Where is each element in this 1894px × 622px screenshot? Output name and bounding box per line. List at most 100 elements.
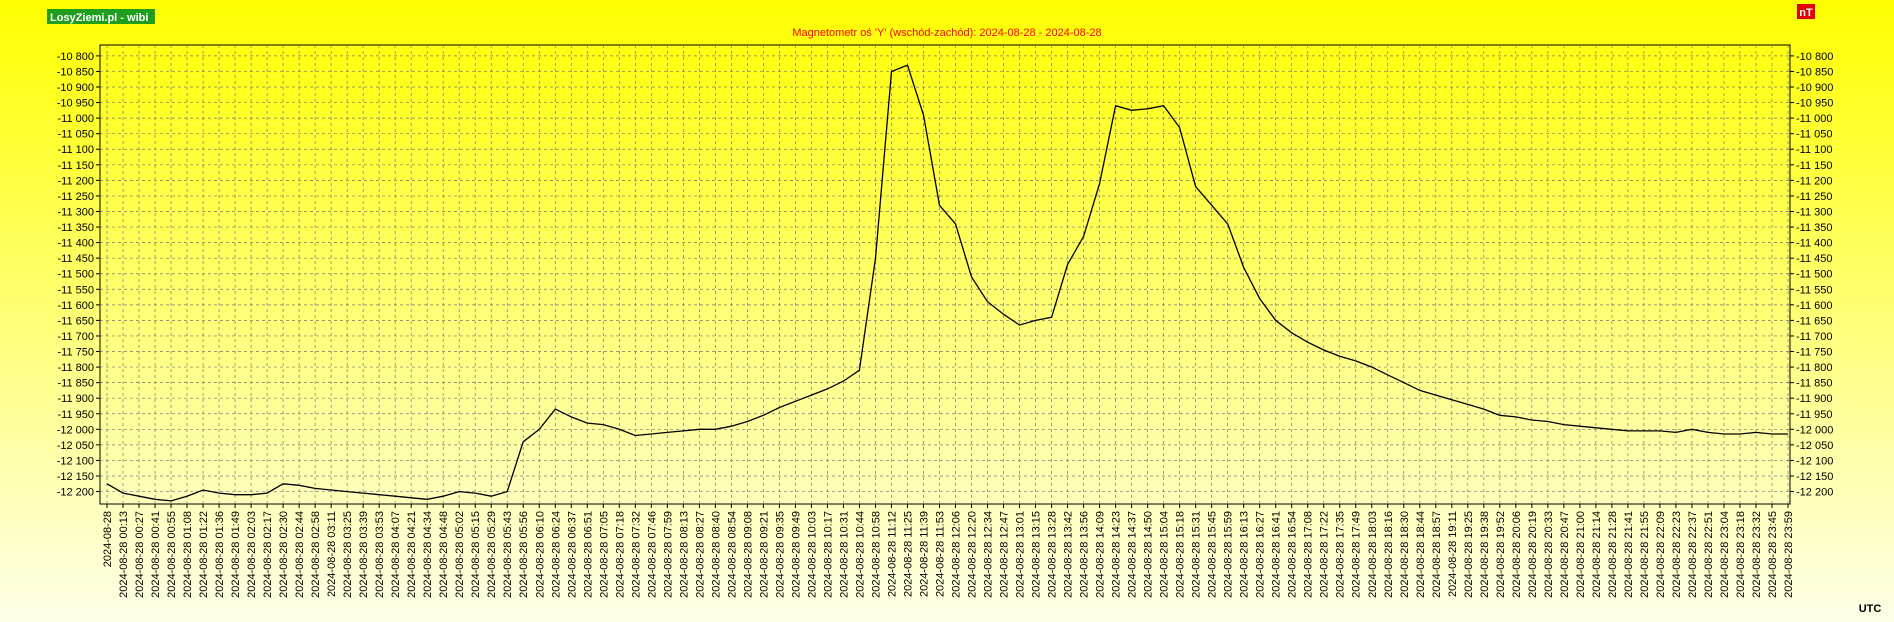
x-tick-label: 2024-08-28 12:47 xyxy=(999,511,1011,598)
x-tick-label: 2024-08-28 xyxy=(102,511,114,567)
y-tick-label: -10 900 xyxy=(57,82,94,94)
y-tick-label: -11 600 xyxy=(58,300,95,312)
x-tick-label: 2024-08-28 01:22 xyxy=(198,511,210,598)
brand: LosyZiemi.pl - wibi xyxy=(50,12,148,24)
x-tick-label: 2024-08-28 04:07 xyxy=(390,511,402,598)
x-tick-label: 2024-08-28 02:44 xyxy=(294,511,306,598)
x-tick-label: 2024-08-28 19:38 xyxy=(1479,511,1491,598)
x-tick-label: 2024-08-28 00:55 xyxy=(166,511,178,598)
x-tick-label: 2024-08-28 11:53 xyxy=(934,511,946,597)
x-tick-label: 2024-08-28 09:35 xyxy=(774,511,786,598)
x-tick-label: 2024-08-28 16:27 xyxy=(1255,511,1267,598)
x-tick-label: 2024-08-28 21:55 xyxy=(1639,511,1651,598)
x-tick-label: 2024-08-28 20:47 xyxy=(1559,511,1571,598)
y2-tick-label: -11 100 xyxy=(1796,144,1833,156)
x-tick-label: 2024-08-28 15:31 xyxy=(1191,511,1203,598)
y-tick-label: -11 100 xyxy=(58,144,95,156)
x-tick-label: 2024-08-28 07:59 xyxy=(662,511,674,598)
x-tick-label: 2024-08-28 23:04 xyxy=(1719,511,1731,598)
y-tick-label: -12 150 xyxy=(57,471,94,483)
y-tick-label: -11 300 xyxy=(58,206,95,218)
y2-tick-label: -10 800 xyxy=(1796,51,1833,63)
plot-area xyxy=(99,44,1791,505)
x-tick-label: 2024-08-28 02:30 xyxy=(278,511,290,598)
x-tick-label: 2024-08-28 05:56 xyxy=(518,511,530,598)
y2-tick-label: -12 150 xyxy=(1796,471,1833,483)
x-tick-label: 2024-08-28 21:00 xyxy=(1575,511,1587,598)
y-tick-label: -11 700 xyxy=(58,331,95,343)
y-tick-label: -11 550 xyxy=(58,284,95,296)
x-tick-label: 2024-08-28 21:41 xyxy=(1623,511,1635,598)
x-tick-label: 2024-08-28 16:54 xyxy=(1287,511,1299,598)
y2-tick-label: -11 600 xyxy=(1796,300,1833,312)
y-tick-label: -11 850 xyxy=(58,378,95,390)
y-tick-label: -10 850 xyxy=(57,66,94,78)
y2-tick-label: -11 400 xyxy=(1796,238,1833,250)
x-tick-label: 2024-08-28 03:11 xyxy=(326,511,338,597)
x-tick-label: 2024-08-28 17:35 xyxy=(1335,511,1347,598)
x-tick-label: 2024-08-28 17:08 xyxy=(1303,511,1315,598)
x-tick-label: 2024-08-28 12:06 xyxy=(951,511,963,598)
x-tick-label: 2024-08-28 23:45 xyxy=(1767,511,1779,598)
x-tick-label: 2024-08-28 13:42 xyxy=(1063,511,1075,598)
y-tick-label: -12 200 xyxy=(57,487,94,499)
x-tick-label: 2024-08-28 09:21 xyxy=(758,511,770,598)
x-tick-label: 2024-08-28 23:59 xyxy=(1783,511,1795,598)
x-tick-label: 2024-08-28 07:18 xyxy=(614,511,626,598)
y-tick-label: -11 150 xyxy=(58,160,95,172)
x-tick-label: 2024-08-28 14:23 xyxy=(1111,511,1123,598)
y2-tick-label: -10 900 xyxy=(1796,82,1833,94)
x-tick-label: 2024-08-28 15:59 xyxy=(1223,511,1235,598)
x-tick-label: 2024-08-28 09:08 xyxy=(742,511,754,598)
x-tick-label: 2024-08-28 20:06 xyxy=(1511,511,1523,598)
x-tick-label: 2024-08-28 04:34 xyxy=(422,511,434,598)
x-tick-label: 2024-08-28 05:29 xyxy=(486,511,498,598)
y2-tick-label: -11 950 xyxy=(1796,409,1833,421)
x-tick-label: 2024-08-28 12:34 xyxy=(983,511,995,598)
y2-tick-label: -11 850 xyxy=(1796,378,1833,390)
x-tick-label: 2024-08-28 10:17 xyxy=(822,511,834,598)
x-tick-label: 2024-08-28 07:32 xyxy=(630,511,642,598)
x-tick-label: 2024-08-28 17:22 xyxy=(1319,511,1331,598)
x-tick-label: 2024-08-28 01:49 xyxy=(230,511,242,598)
y2-tick-label: -11 350 xyxy=(1796,222,1833,234)
y-tick-label: -11 650 xyxy=(58,315,95,327)
y2-tick-label: -11 900 xyxy=(1796,393,1833,405)
x-tick-label: 2024-08-28 05:43 xyxy=(502,511,514,598)
x-tick-label: 2024-08-28 13:56 xyxy=(1079,511,1091,598)
x-tick-label: 2024-08-28 08:40 xyxy=(710,511,722,598)
y-tick-label: -11 000 xyxy=(58,113,95,125)
y2-tick-label: -11 650 xyxy=(1796,315,1833,327)
x-tick-label: 2024-08-28 06:37 xyxy=(566,511,578,598)
y-tick-label: -11 400 xyxy=(58,238,95,250)
x-tick-label: 2024-08-28 20:19 xyxy=(1527,511,1539,598)
x-tick-label: 2024-08-28 08:54 xyxy=(726,511,738,598)
x-tick-label: 2024-08-28 01:08 xyxy=(182,511,194,598)
y2-tick-label: -11 800 xyxy=(1796,362,1833,374)
y-tick-label: -11 500 xyxy=(58,269,95,281)
y-tick-label: -11 800 xyxy=(58,362,95,374)
x-tick-label: 2024-08-28 15:04 xyxy=(1159,511,1171,598)
x-tick-label: 2024-08-28 18:44 xyxy=(1415,511,1427,598)
y2-tick-label: -12 050 xyxy=(1796,440,1833,452)
x-tick-label: 2024-08-28 12:20 xyxy=(967,511,979,598)
x-tick-label: 2024-08-28 16:41 xyxy=(1271,511,1283,598)
y-tick-label: -11 900 xyxy=(58,393,95,405)
x-tick-label: 2024-08-28 01:36 xyxy=(214,511,226,598)
x-tick-label: 2024-08-28 00:27 xyxy=(134,511,146,598)
x-tick-label: 2024-08-28 10:58 xyxy=(870,511,882,598)
x-tick-label: 2024-08-28 09:49 xyxy=(790,511,802,598)
y2-tick-label: -11 500 xyxy=(1796,269,1833,281)
x-tick-label: 2024-08-28 22:37 xyxy=(1687,511,1699,598)
x-tick-label: 2024-08-28 13:28 xyxy=(1047,511,1059,598)
y2-tick-label: -10 950 xyxy=(1796,98,1833,110)
x-tick-label: 2024-08-28 00:13 xyxy=(118,511,130,598)
x-tick-label: 2024-08-28 15:45 xyxy=(1207,511,1219,598)
x-tick-label: 2024-08-28 06:24 xyxy=(550,511,562,598)
y2-tick-label: -11 450 xyxy=(1796,253,1833,265)
y-tick-label: -12 050 xyxy=(57,440,94,452)
x-tick-label: 2024-08-28 04:48 xyxy=(438,511,450,598)
x-tick-label: 2024-08-28 06:10 xyxy=(534,511,546,598)
x-tick-label: 2024-08-28 13:15 xyxy=(1031,511,1043,598)
y-tick-label: -11 350 xyxy=(58,222,95,234)
